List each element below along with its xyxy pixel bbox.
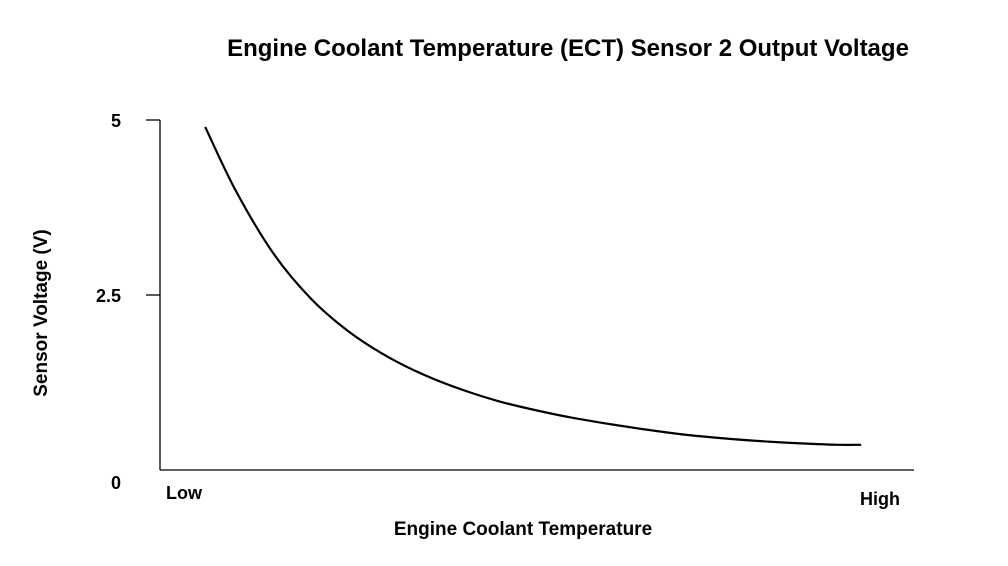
y-ticks: 52.50 [96, 111, 160, 493]
chart-title: Engine Coolant Temperature (ECT) Sensor … [227, 35, 909, 62]
x-tick-label: Low [166, 483, 203, 503]
series-line [204, 126, 862, 446]
y-axis-label: Sensor Voltage (V) [31, 229, 52, 397]
x-axis-label: Engine Coolant Temperature [394, 519, 652, 540]
y-tick-label: 2.5 [96, 286, 121, 306]
x-tick-label: High [860, 489, 900, 509]
x-ticks: Low High [166, 483, 900, 509]
y-tick-label: 5 [111, 111, 121, 131]
y-tick-label: 0 [111, 473, 121, 493]
